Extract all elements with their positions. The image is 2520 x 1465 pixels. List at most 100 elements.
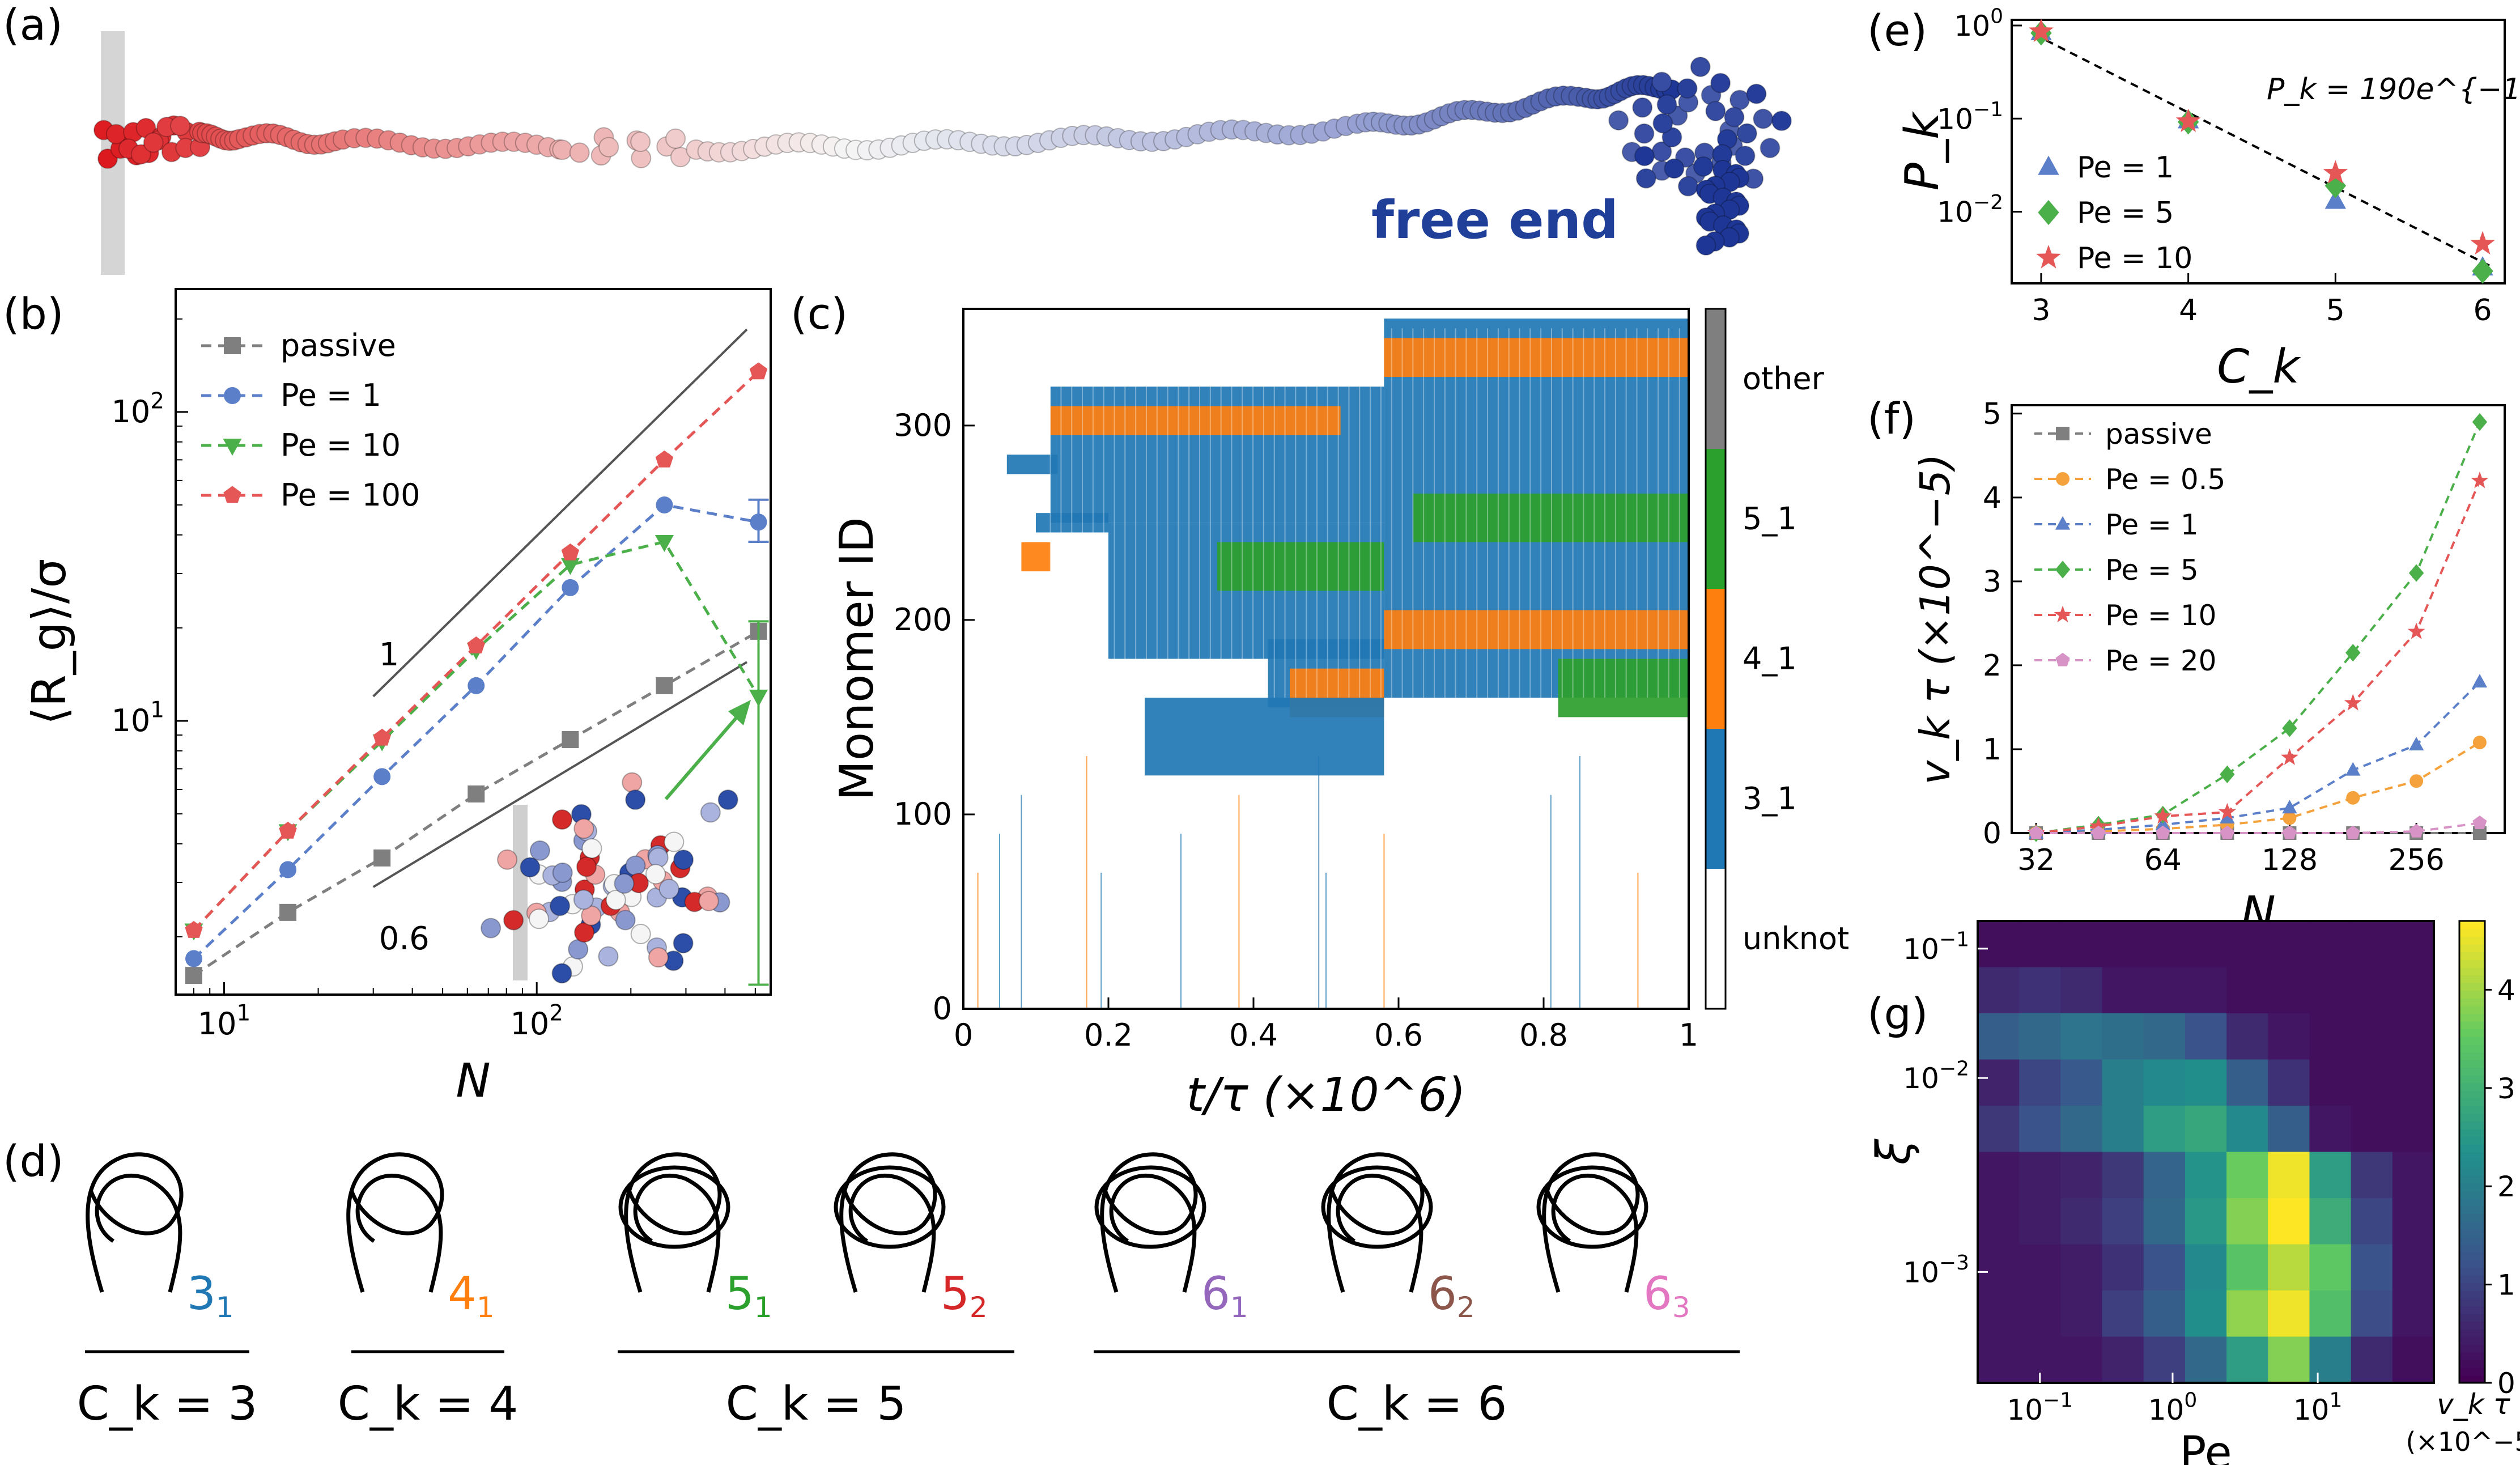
colorbar-segment — [2459, 944, 2485, 953]
series-line — [2036, 822, 2480, 834]
colorbar-segment — [2459, 1106, 2485, 1114]
knot-strand — [1100, 1152, 1198, 1293]
inset-arrow — [664, 713, 741, 800]
colorbar-segment — [2459, 975, 2485, 983]
legend-label: Pe = 5 — [2077, 196, 2174, 230]
legend-marker — [2038, 199, 2059, 226]
fit-label: P_k = 190e^{−1.85C_k} — [2267, 73, 2520, 107]
free-end-annotation: free end — [1371, 190, 1618, 250]
data-point — [2346, 791, 2360, 805]
series-3 — [185, 362, 768, 938]
inset-monomer — [551, 963, 572, 984]
group-label: C_k = 5 — [726, 1377, 907, 1431]
panel-a-label: (a) — [3, 0, 63, 50]
heatmap-cell — [2226, 967, 2269, 1014]
data-point — [2470, 231, 2495, 255]
panel-g-label: (g) — [1867, 988, 1928, 1039]
knot-strand — [1336, 1174, 1423, 1293]
x-tick-label: 0 — [954, 1017, 973, 1053]
knot-strand — [1327, 1152, 1425, 1293]
inset-monomer — [573, 818, 594, 839]
monomer — [130, 144, 151, 165]
inset-monomer — [673, 933, 694, 954]
heatmap-cell — [2226, 1059, 2269, 1106]
plot-frame — [2011, 404, 2506, 834]
knot-strand — [346, 1152, 444, 1293]
data-point — [2407, 622, 2425, 639]
panel-c-chart: 0 0.2 0.4 0.6 0.8 1 0 100 200 300 t/τ (×10^6) Monom… — [830, 308, 1849, 1122]
colorbar-segment — [2459, 1375, 2485, 1383]
monomer — [1634, 123, 1655, 144]
heatmap-cell — [2185, 921, 2228, 968]
heatmap-cell — [2392, 1198, 2434, 1245]
knot-diagrams: 31 41 51 52 61 62 63 C_k = 3 C_k = 4 C_k = 5 C_k =… — [77, 1152, 1740, 1431]
monomer — [598, 137, 619, 158]
inset-monomer — [625, 789, 646, 810]
knot-band — [1006, 455, 1058, 474]
data-point — [2408, 564, 2424, 582]
legend-label: Pe = 1 — [2105, 508, 2199, 541]
panel-d-label: (d) — [3, 1136, 64, 1186]
heatmap-cell — [2226, 921, 2269, 968]
colorbar-segment — [2459, 1013, 2485, 1022]
heatmap-cell — [2019, 1013, 2062, 1060]
data-point — [2472, 674, 2488, 688]
colorbar-segment — [2459, 1136, 2485, 1145]
monomer — [1771, 111, 1792, 131]
plot-frame — [2011, 19, 2506, 284]
data-point — [185, 950, 202, 967]
x-tick-label: 6 — [2473, 294, 2492, 328]
data-point — [2175, 108, 2201, 133]
monomer — [1760, 138, 1780, 159]
heatmap-cell — [2019, 1106, 2062, 1153]
y-tick-label: 102 — [112, 389, 164, 430]
heatmap-cell — [2268, 1290, 2310, 1337]
knot-label: 41 — [448, 1267, 495, 1324]
data-point — [2409, 823, 2424, 838]
heatmap-cell — [2351, 1152, 2393, 1199]
monomer — [569, 142, 590, 163]
monomer — [1735, 145, 1756, 166]
heatmap-cell — [2143, 1290, 2186, 1337]
heatmap-cell — [2019, 1152, 2062, 1199]
data-point — [562, 731, 579, 748]
colorbar-segment — [2459, 1190, 2485, 1199]
slope-guide-2-label: 0.6 — [379, 920, 430, 957]
colorbar-segment — [1706, 589, 1726, 729]
inset-monomer — [520, 857, 541, 878]
y-axis-label: Monomer ID — [830, 517, 884, 801]
x-tick-label: 128 — [2262, 843, 2318, 877]
monomer — [1746, 83, 1767, 104]
data-point — [655, 450, 674, 468]
colorbar-segment — [2459, 921, 2485, 929]
plot-frame — [962, 308, 1690, 1010]
legend-label: Pe = 20 — [2105, 644, 2216, 677]
legend-marker — [2055, 652, 2070, 666]
knot-strand — [624, 1152, 722, 1293]
inset-monomer — [658, 878, 679, 899]
colorbar-segment — [2459, 1290, 2485, 1299]
data-point — [2218, 802, 2236, 820]
heatmap-cell — [2019, 921, 2062, 968]
heatmap-cell — [1978, 1336, 2020, 1383]
monomer — [1677, 78, 1698, 99]
inset-monomer — [630, 924, 651, 945]
inset-monomer — [614, 873, 635, 894]
inset-monomer — [622, 772, 643, 793]
slope-guide-2 — [372, 661, 748, 888]
heatmap-cell — [2185, 1059, 2228, 1106]
colorbar-segment — [2459, 1152, 2485, 1161]
knot-loop — [1536, 1165, 1648, 1249]
colorbar-segment — [2459, 1198, 2485, 1207]
knot-band — [1384, 610, 1689, 649]
colorbar-segment — [2459, 1298, 2485, 1307]
colorbar-segment — [2459, 1352, 2485, 1361]
colorbar-segment — [2459, 1005, 2485, 1014]
y-tick-label: 10−2 — [1937, 191, 2003, 229]
data-point — [2282, 719, 2297, 737]
heatmap-cell — [2102, 967, 2144, 1014]
heatmap-cell — [2185, 1198, 2228, 1245]
heatmap-cell — [1978, 1244, 2020, 1291]
legend-marker — [2054, 605, 2072, 623]
knot-31: 31 — [86, 1152, 234, 1324]
